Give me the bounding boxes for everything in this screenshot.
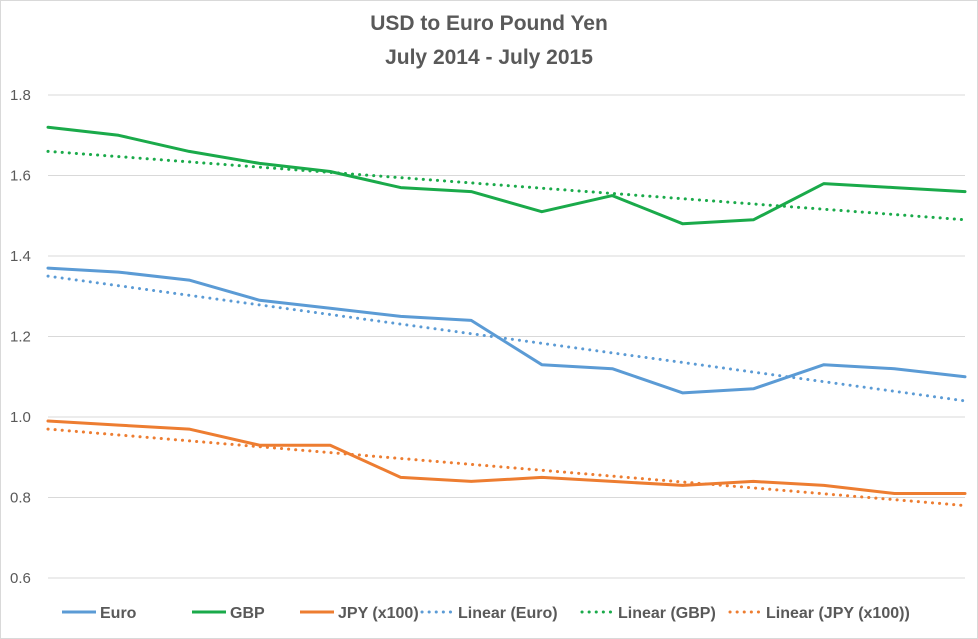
y-tick-label: 1.2 — [10, 329, 31, 346]
series-line — [46, 419, 967, 495]
trendline — [46, 149, 967, 222]
legend-label: GBP — [230, 605, 265, 622]
y-tick-label: 1.6 — [10, 168, 31, 185]
chart-title: USD to Euro Pound Yen — [370, 12, 608, 35]
y-tick-label: 0.8 — [10, 490, 31, 507]
legend: Euro GBP JPY (x100) Linear (Euro) Linear (GB… — [62, 605, 910, 622]
legend-label: JPY (x100) — [338, 605, 419, 622]
chart-subtitle: July 2014 - July 2015 — [385, 46, 593, 69]
gridlines — [48, 94, 965, 579]
trendline — [46, 427, 967, 508]
series-line — [46, 125, 967, 226]
trendlines — [46, 149, 967, 508]
data-series — [46, 125, 967, 495]
y-tick-label: 1.8 — [10, 87, 31, 104]
y-tick-label: 1.4 — [10, 248, 31, 265]
legend-label: Euro — [100, 605, 137, 622]
series-line — [46, 266, 967, 395]
legend-label: Linear (Euro) — [458, 605, 558, 622]
legend-label: Linear (GBP) — [618, 605, 716, 622]
y-tick-label: 1.0 — [10, 409, 31, 426]
trendline — [46, 274, 967, 403]
y-tick-label: 0.6 — [10, 570, 31, 587]
y-axis-tick-labels: 0.6 0.8 1.0 1.2 1.4 1.6 1.8 — [10, 87, 31, 587]
legend-label: Linear (JPY (x100)) — [766, 605, 910, 622]
